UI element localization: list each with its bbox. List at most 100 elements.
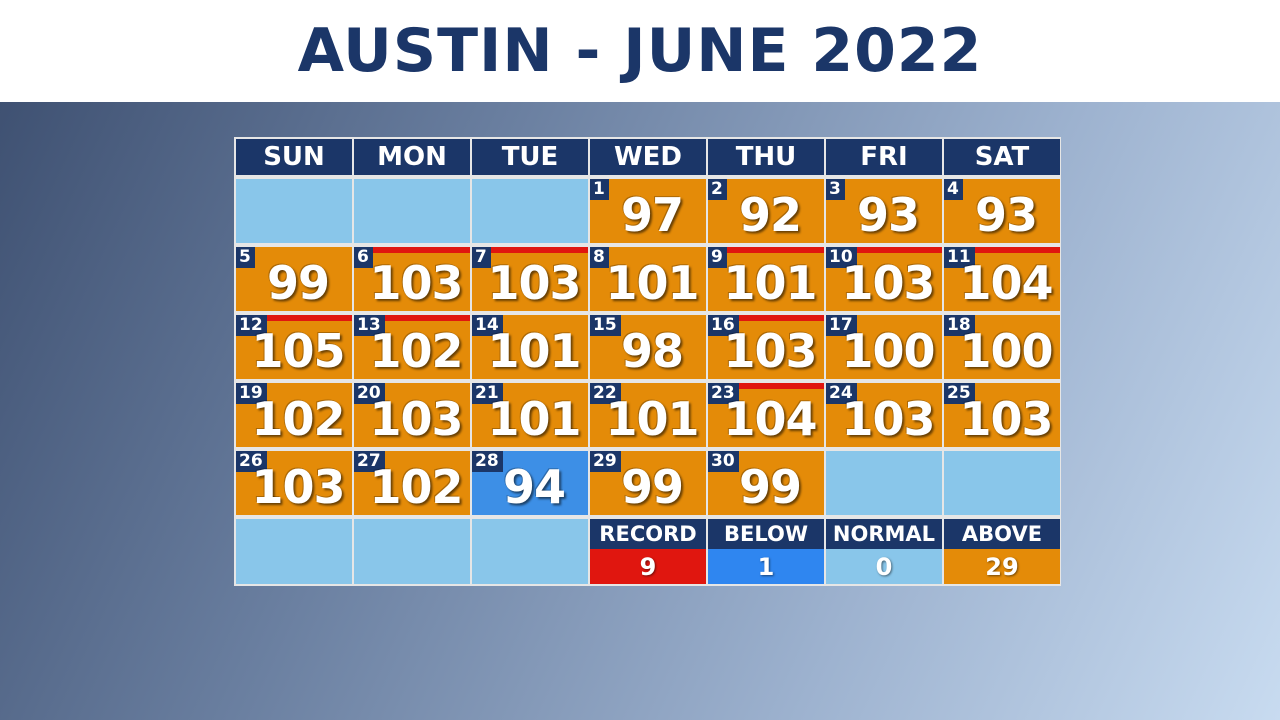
- day-cell: 26 103: [236, 451, 352, 515]
- empty-cell: [236, 179, 352, 243]
- day-number: 5: [236, 247, 255, 268]
- day-number: 4: [944, 179, 963, 200]
- high-temperature: 102: [251, 392, 345, 446]
- day-cell: 28 94: [472, 451, 588, 515]
- high-temperature: 104: [723, 392, 817, 446]
- day-number: 17: [826, 315, 857, 336]
- day-cell: 25 103: [944, 383, 1060, 447]
- day-cell: 24 103: [826, 383, 942, 447]
- day-cell: 20 103: [354, 383, 470, 447]
- high-temperature: 101: [605, 392, 699, 446]
- high-temperature: 103: [841, 256, 935, 310]
- high-temperature: 100: [959, 324, 1053, 378]
- page-title: AUSTIN - JUNE 2022: [297, 16, 983, 86]
- legend-count-above: 29: [944, 549, 1060, 584]
- day-cell: 16 103: [708, 315, 824, 379]
- record-bar: [354, 247, 470, 253]
- day-number: 7: [472, 247, 491, 268]
- weekday-header: SAT: [944, 139, 1060, 175]
- high-temperature: 103: [251, 460, 345, 514]
- day-number: 11: [944, 247, 975, 268]
- calendar-grid: SUN MON TUE WED THU FRI SAT 1 97 2 92 3 93 4 93 5 99 6 103…: [234, 137, 1061, 586]
- high-temperature: 102: [369, 460, 463, 514]
- record-bar: [708, 315, 824, 321]
- high-temperature: 101: [723, 256, 817, 310]
- high-temperature: 98: [620, 324, 684, 378]
- day-number: 25: [944, 383, 975, 404]
- day-number: 16: [708, 315, 739, 336]
- empty-cell: [354, 179, 470, 243]
- legend-label-below: BELOW: [708, 519, 824, 549]
- header-banner: AUSTIN - JUNE 2022: [0, 0, 1280, 102]
- day-number: 1: [590, 179, 609, 200]
- day-number: 21: [472, 383, 503, 404]
- day-number: 30: [708, 451, 739, 472]
- day-number: 22: [590, 383, 621, 404]
- day-number: 9: [708, 247, 727, 268]
- day-cell: 12 105: [236, 315, 352, 379]
- weekday-header: WED: [590, 139, 706, 175]
- day-number: 24: [826, 383, 857, 404]
- empty-cell: [944, 451, 1060, 515]
- record-bar: [826, 247, 942, 253]
- day-number: 29: [590, 451, 621, 472]
- empty-cell: [236, 519, 352, 584]
- high-temperature: 102: [369, 324, 463, 378]
- legend-count-below: 1: [708, 549, 824, 584]
- empty-cell: [354, 519, 470, 584]
- record-bar: [708, 383, 824, 389]
- high-temperature: 101: [487, 324, 581, 378]
- day-cell: 3 93: [826, 179, 942, 243]
- empty-cell: [472, 519, 588, 584]
- day-cell: 7 103: [472, 247, 588, 311]
- legend-count-record: 9: [590, 549, 706, 584]
- record-bar: [236, 315, 352, 321]
- day-cell: 27 102: [354, 451, 470, 515]
- day-cell: 19 102: [236, 383, 352, 447]
- legend-label-above: ABOVE: [944, 519, 1060, 549]
- high-temperature: 105: [251, 324, 345, 378]
- high-temperature: 97: [620, 188, 684, 242]
- weekday-header: SUN: [236, 139, 352, 175]
- high-temperature: 103: [487, 256, 581, 310]
- day-cell: 9 101: [708, 247, 824, 311]
- day-cell: 21 101: [472, 383, 588, 447]
- high-temperature: 103: [959, 392, 1053, 446]
- day-number: 26: [236, 451, 267, 472]
- day-cell: 22 101: [590, 383, 706, 447]
- day-number: 8: [590, 247, 609, 268]
- record-bar: [472, 247, 588, 253]
- day-cell: 6 103: [354, 247, 470, 311]
- weekday-header: FRI: [826, 139, 942, 175]
- high-temperature: 100: [841, 324, 935, 378]
- empty-cell: [472, 179, 588, 243]
- record-bar: [944, 247, 1060, 253]
- high-temperature: 99: [620, 460, 684, 514]
- legend-label-record: RECORD: [590, 519, 706, 549]
- day-number: 14: [472, 315, 503, 336]
- high-temperature: 92: [738, 188, 802, 242]
- day-cell: 11 104: [944, 247, 1060, 311]
- day-number: 2: [708, 179, 727, 200]
- record-bar: [708, 247, 824, 253]
- day-cell: 8 101: [590, 247, 706, 311]
- day-number: 18: [944, 315, 975, 336]
- day-cell: 15 98: [590, 315, 706, 379]
- day-number: 3: [826, 179, 845, 200]
- day-cell: 1 97: [590, 179, 706, 243]
- day-number: 28: [472, 451, 503, 472]
- high-temperature: 103: [723, 324, 817, 378]
- high-temperature: 103: [841, 392, 935, 446]
- day-number: 19: [236, 383, 267, 404]
- high-temperature: 101: [605, 256, 699, 310]
- record-bar: [354, 315, 470, 321]
- day-cell: 30 99: [708, 451, 824, 515]
- day-cell: 10 103: [826, 247, 942, 311]
- high-temperature: 93: [856, 188, 920, 242]
- day-number: 12: [236, 315, 267, 336]
- day-number: 6: [354, 247, 373, 268]
- day-number: 15: [590, 315, 621, 336]
- day-number: 27: [354, 451, 385, 472]
- legend-count-normal: 0: [826, 549, 942, 584]
- day-cell: 2 92: [708, 179, 824, 243]
